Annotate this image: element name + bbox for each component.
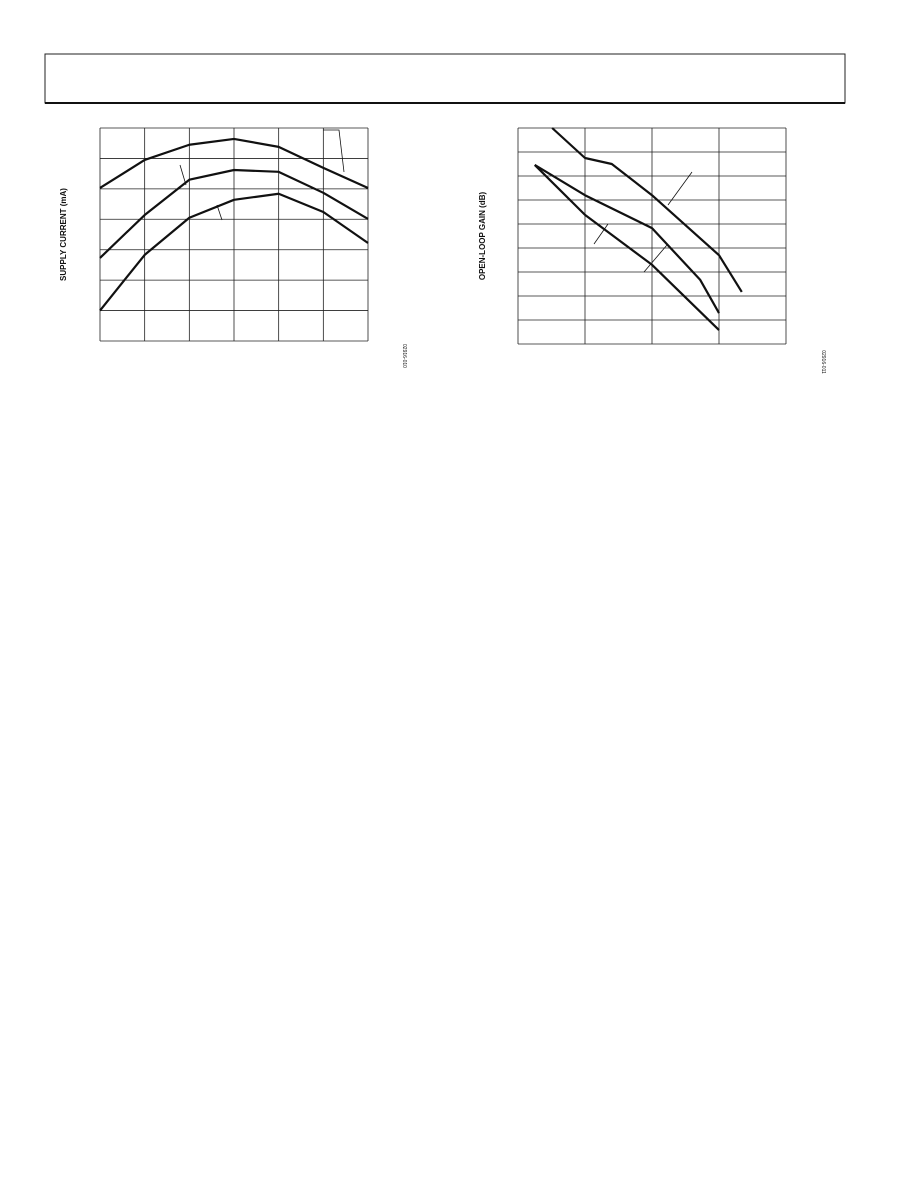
- figure-id: 02916-011: [820, 350, 826, 374]
- figure-id: 02916-010: [401, 344, 407, 368]
- curve: [99, 192, 369, 312]
- arrow: [323, 129, 345, 173]
- arrow: [216, 204, 223, 221]
- curve: [99, 168, 369, 259]
- arrow: [667, 171, 693, 206]
- curve: [551, 127, 743, 293]
- arrow: [179, 164, 187, 186]
- curve: [533, 164, 720, 331]
- annotation-arrows: [179, 129, 693, 273]
- y-axis-label: OPEN-LOOP GAIN (dB): [478, 192, 487, 281]
- arrow: [643, 244, 668, 273]
- y-axis-label: SUPPLY CURRENT (mA): [59, 188, 68, 281]
- curve: [534, 164, 720, 314]
- header-box: [44, 53, 846, 104]
- arrow: [593, 223, 609, 245]
- curve: [99, 137, 369, 189]
